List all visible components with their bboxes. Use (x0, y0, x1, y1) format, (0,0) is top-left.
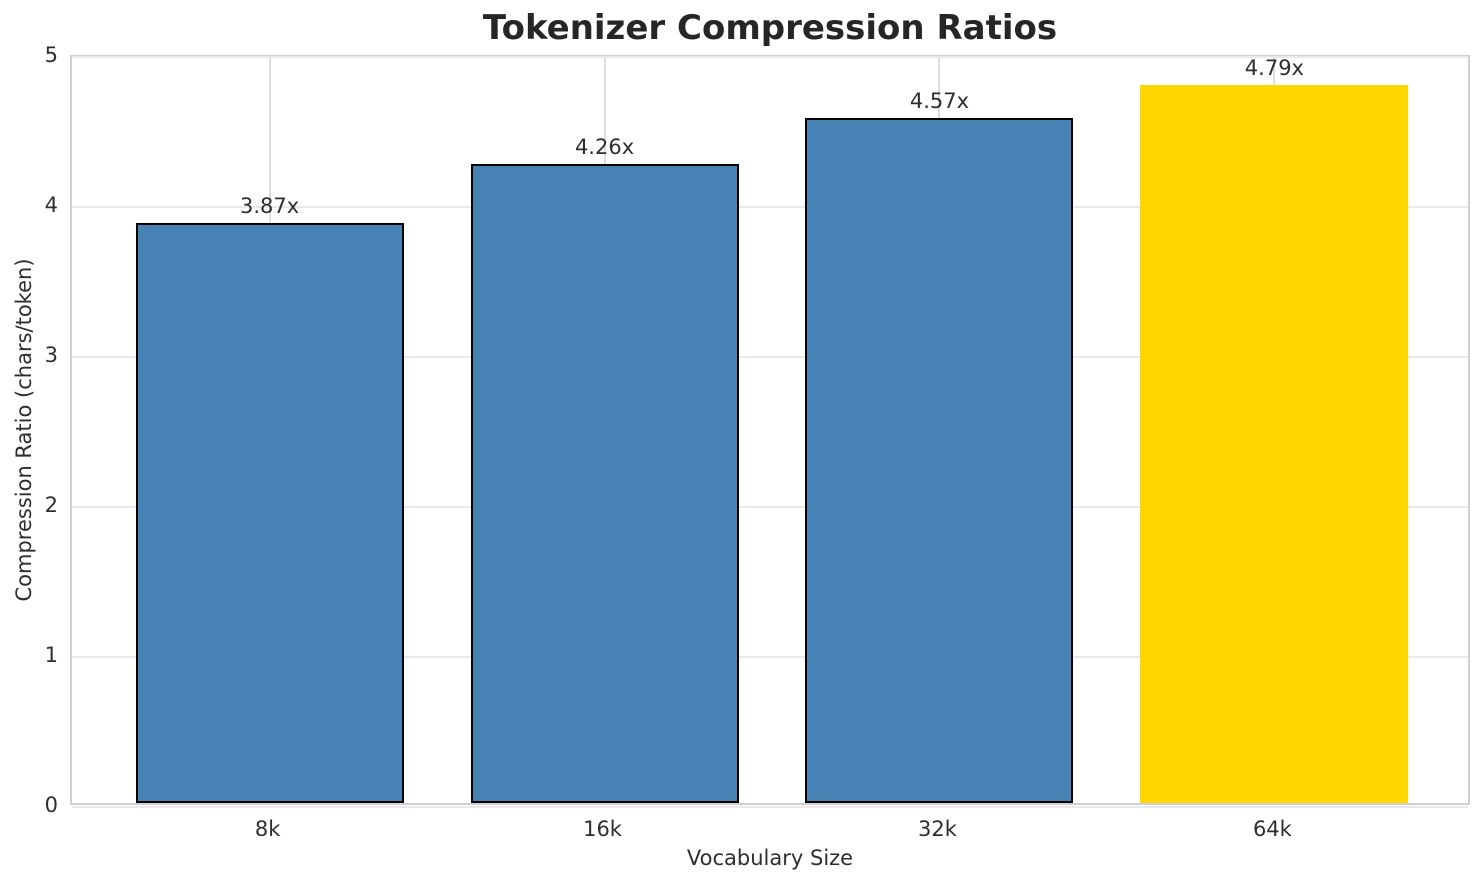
plot-area: 3.87x 4.26x 4.57x 4.79x (70, 55, 1470, 808)
y-tick-label: 3 (44, 343, 58, 367)
x-tick-label: 32k (918, 817, 957, 841)
gridline-horizontal (72, 506, 1468, 508)
x-tick-label: 64k (1252, 817, 1292, 841)
bar-8k (135, 222, 404, 803)
y-tick-label: 4 (44, 193, 58, 217)
gridline-horizontal (72, 806, 1468, 808)
gridline-horizontal (72, 356, 1468, 358)
gridline-horizontal (72, 56, 1468, 58)
bar-16k (470, 164, 739, 803)
x-tick-label: 8k (254, 817, 281, 841)
bar-value-label: 4.57x (909, 88, 970, 113)
y-axis-label-text: Compression Ratio (chars/token) (12, 258, 36, 602)
bar-value-label: 3.87x (240, 193, 300, 218)
y-tick-label: 1 (44, 643, 58, 667)
gridline-horizontal (72, 206, 1468, 208)
y-tick-label: 0 (44, 793, 58, 817)
bar-value-label: 4.26x (574, 135, 635, 159)
gridline-horizontal (72, 656, 1468, 658)
x-tick-label: 16k (583, 817, 622, 841)
x-axis-label: Vocabulary Size (686, 846, 854, 870)
bar-32k (805, 117, 1074, 803)
bar-value-label: 4.79x (1244, 55, 1304, 80)
chart-title: Tokenizer Compression Ratios (482, 8, 1058, 48)
bar-64k (1140, 84, 1409, 803)
y-tick-label: 5 (44, 43, 58, 67)
y-tick-label: 2 (44, 493, 58, 517)
